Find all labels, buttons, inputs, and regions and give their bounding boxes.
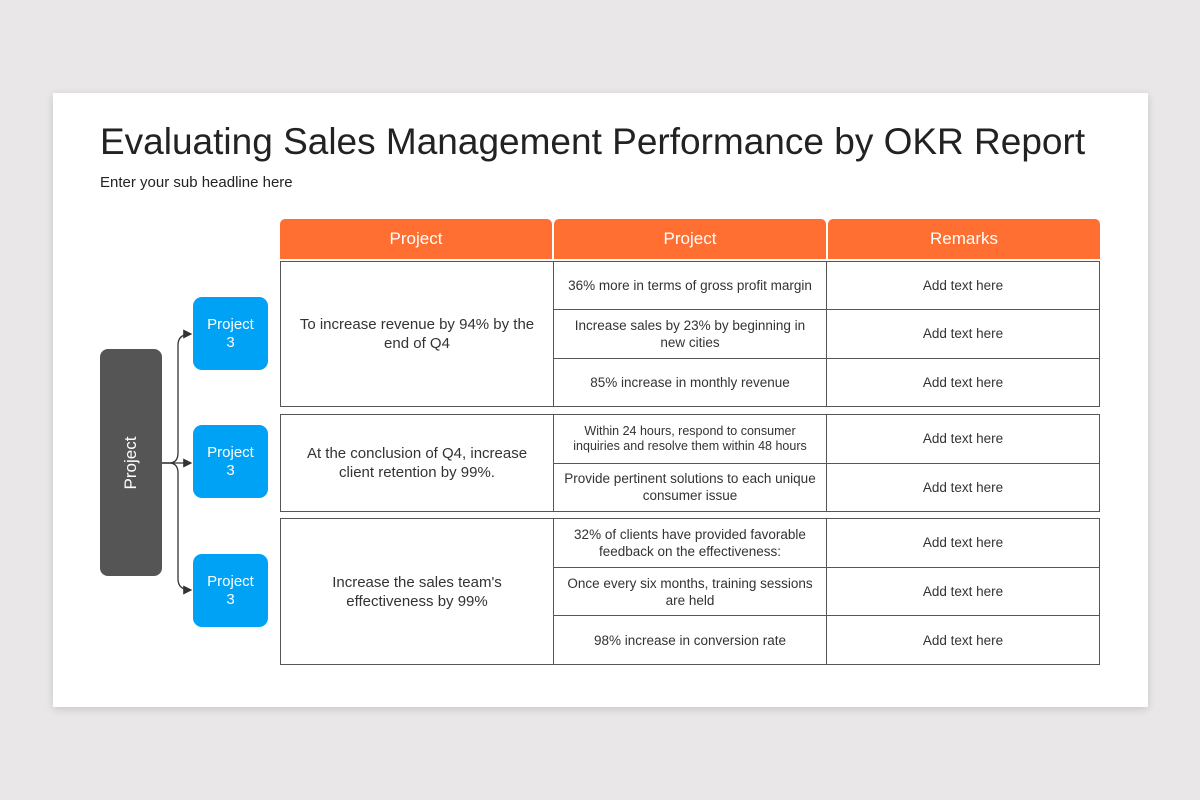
objective: At the conclusion of Q4, increase client…: [281, 415, 554, 511]
table-row: 36% more in terms of gross profit margin…: [554, 262, 1099, 311]
connector-top: [162, 329, 193, 464]
remark: Add text here: [922, 584, 1004, 599]
key-result: Within 24 hours, respond to consumer inq…: [554, 415, 827, 463]
okr-group-2: At the conclusion of Q4, increase client…: [280, 414, 1100, 512]
connector-lines: [162, 329, 193, 595]
project-box-1: Project 3: [193, 297, 268, 370]
key-result: 32% of clients have provided favorable f…: [554, 519, 827, 567]
connector-bottom: [162, 462, 193, 595]
project-box-2: Project 3: [193, 425, 268, 498]
slide: Evaluating Sales Management Performance …: [53, 93, 1148, 707]
header-project-2: Project: [554, 219, 826, 259]
key-result: 98% increase in conversion rate: [554, 616, 827, 665]
table-row: Provide pertinent solutions to each uniq…: [554, 463, 1099, 511]
project-box-number: 3: [226, 590, 235, 608]
project-box-label: Project: [207, 443, 254, 461]
project-box-label: Project: [207, 315, 254, 333]
key-result: Once every six months, training sessions…: [554, 567, 827, 616]
table-row: 98% increase in conversion rate Add text …: [554, 616, 1099, 665]
remark: Add text here: [922, 278, 1004, 294]
table-row: 32% of clients have provided favorable f…: [554, 519, 1099, 568]
remark: Add text here: [922, 431, 1004, 447]
objective: Increase the sales team's effectiveness …: [281, 519, 554, 664]
okr-group-1: To increase revenue by 94% by the end of…: [280, 261, 1100, 407]
objective: To increase revenue by 94% by the end of…: [281, 262, 554, 406]
root-project-box: Project: [100, 349, 162, 576]
header-remarks: Remarks: [828, 219, 1100, 259]
key-result: 36% more in terms of gross profit margin: [554, 262, 827, 310]
project-box-label: Project: [207, 572, 254, 590]
table-row: Within 24 hours, respond to consumer inq…: [554, 415, 1099, 464]
key-result: Provide pertinent solutions to each uniq…: [554, 463, 827, 511]
page-title: Evaluating Sales Management Performance …: [100, 121, 1086, 162]
remark: Add text here: [922, 632, 1004, 648]
table-row: Increase sales by 23% by beginning in ne…: [554, 310, 1099, 359]
remark: Add text here: [922, 479, 1004, 495]
remark: Add text here: [922, 374, 1004, 390]
table-row: Once every six months, training sessions…: [554, 567, 1099, 617]
key-result: Increase sales by 23% by beginning in ne…: [554, 310, 827, 358]
table-row: 85% increase in monthly revenue Add text …: [554, 358, 1099, 406]
project-box-3: Project 3: [193, 554, 268, 627]
header-project-1: Project: [280, 219, 552, 259]
project-box-number: 3: [226, 333, 235, 351]
project-box-number: 3: [226, 461, 235, 479]
okr-group-3: Increase the sales team's effectiveness …: [280, 518, 1100, 665]
page-subtitle: Enter your sub headline here: [100, 174, 293, 191]
key-result: 85% increase in monthly revenue: [554, 358, 827, 406]
remark: Add text here: [922, 326, 1004, 342]
remark: Add text here: [922, 535, 1004, 551]
